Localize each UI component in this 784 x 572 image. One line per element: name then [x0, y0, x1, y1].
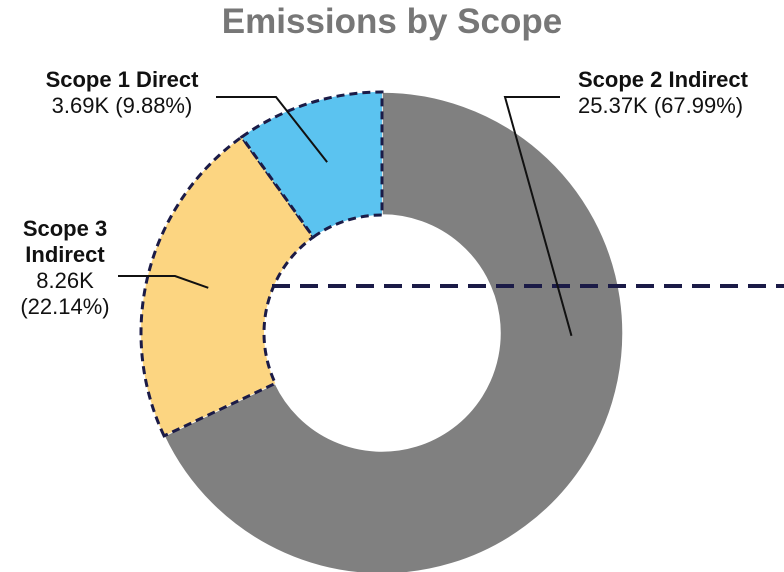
value-text: 25.37K [578, 93, 648, 118]
slice-label-name: Scope 2 Indirect [578, 67, 748, 92]
percent-text: (22.14%) [20, 294, 110, 319]
percent-text: (67.99%) [653, 93, 744, 118]
slice-label-value: 3.69K (9.88%) [22, 93, 222, 119]
chart-title: Emissions by Scope [221, 2, 563, 41]
slice-label-scope-2: Scope 2 Indirect 25.37K (67.99%) [578, 67, 784, 119]
leader-line-scope-3 [118, 275, 209, 289]
value-text: 8.26K [36, 268, 94, 293]
donut-slice-scope-3-indirect [139, 134, 316, 438]
value-text: 3.69K [51, 93, 110, 118]
slice-label-value: 25.37K (67.99%) [578, 93, 784, 119]
slice-label-scope-1: Scope 1 Direct 3.69K (9.88%) [22, 67, 222, 119]
slice-label-name: Scope 1 Direct [45, 67, 199, 92]
slice-label-name: Scope 3 Indirect [22, 216, 108, 267]
donut-slice-scope-2-indirect [163, 91, 624, 572]
leader-line-scope-2 [503, 96, 573, 337]
leader-line-scope-1 [216, 96, 328, 163]
donut-slice-scope-1-direct [239, 90, 384, 240]
slice-label-scope-3: Scope 3 Indirect 8.26K (22.14%) [2, 216, 128, 320]
percent-text: (9.88%) [115, 93, 193, 118]
